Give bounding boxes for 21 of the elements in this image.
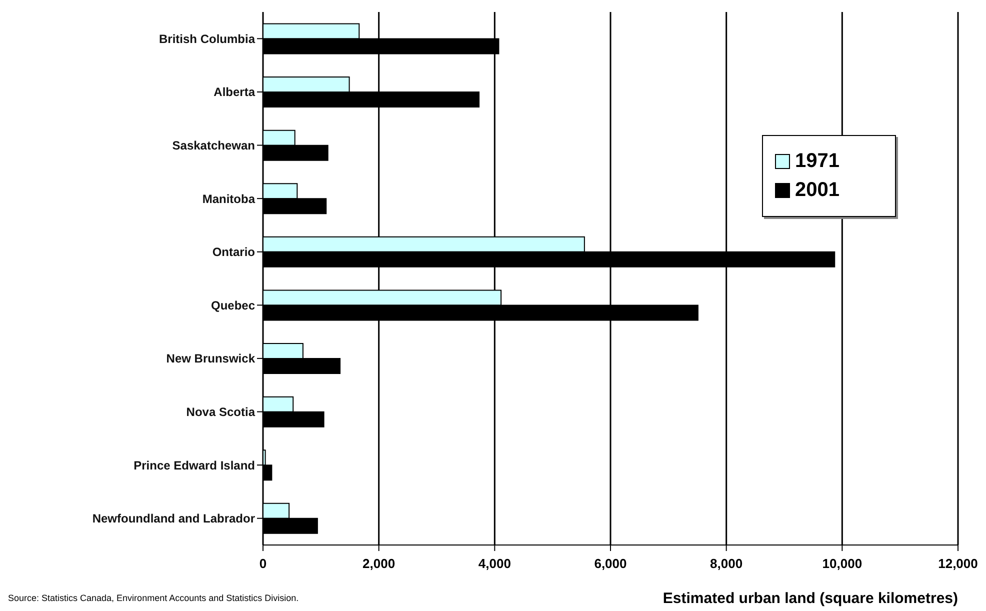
y-tick-label: British Columbia: [158, 32, 256, 46]
y-tick-label: Nova Scotia: [186, 405, 256, 420]
x-tick-label: 6,000: [594, 556, 627, 572]
x-tick-label: 10,000: [822, 556, 862, 572]
y-tick-label: Newfoundland and Labrador: [92, 512, 256, 526]
x-tick-label: 0: [259, 556, 267, 572]
legend-label: 2001: [795, 179, 840, 202]
x-tick-label: 8,000: [710, 556, 743, 572]
y-tick-label: Prince Edward Island: [134, 458, 255, 472]
y-tick-label: New Brunswick: [166, 352, 256, 366]
x-tick-label: 2,000: [362, 556, 396, 572]
source-note: Source: Statistics Canada, Environment Accounts and Statistics Division.: [8, 593, 299, 603]
y-tick-label: Manitoba: [202, 192, 256, 206]
legend-label: 1971: [795, 150, 840, 173]
y-tick-label: Ontario: [212, 245, 255, 260]
y-tick-label: Quebec: [210, 298, 256, 312]
y-tick-label: Alberta: [214, 85, 256, 100]
x-axis-title: Estimated urban land (square kilometres): [662, 590, 958, 607]
x-tick-label: 4,000: [478, 556, 511, 572]
y-tick-label: Saskatchewan: [172, 138, 255, 153]
x-tick-label: 12,000: [938, 556, 978, 572]
